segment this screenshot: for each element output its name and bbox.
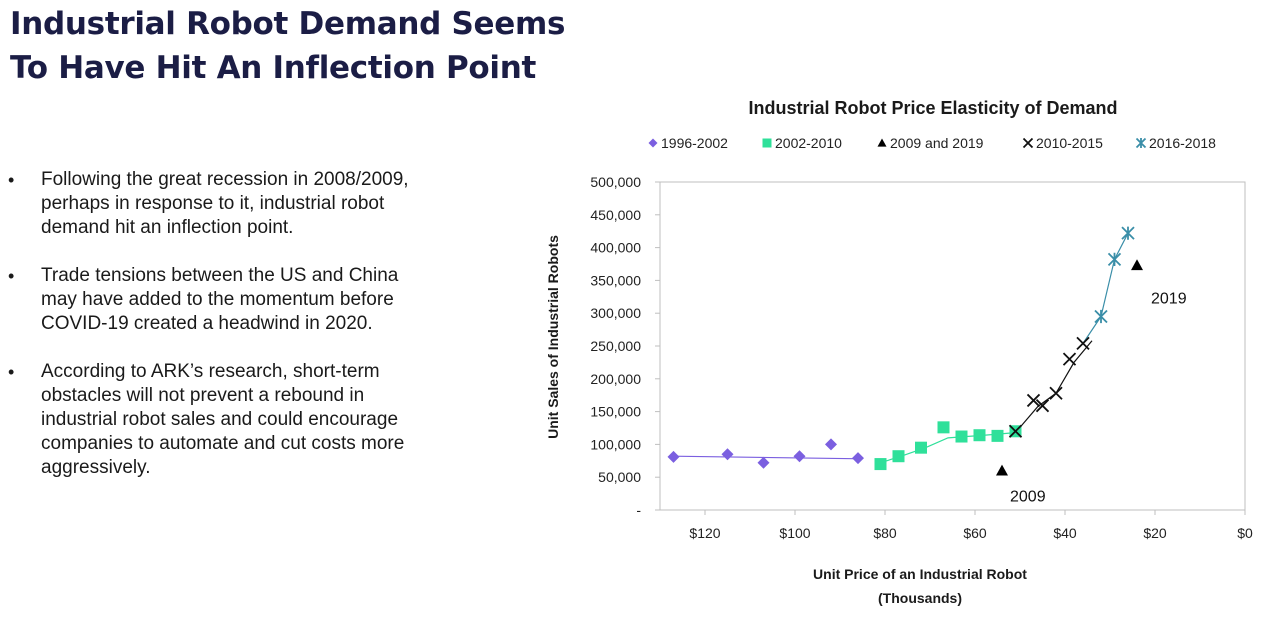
data-point-2010-2015 (1049, 386, 1063, 400)
annotation-2009: 2009 (1010, 489, 1046, 506)
bullet-item: • Trade tensions between the US and China… (8, 264, 478, 336)
bullet-text-line: aggressively. (41, 457, 151, 478)
data-point-2009 and 2019 (996, 464, 1008, 476)
y-axis-title: Unit Sales of Industrial Robots (545, 235, 561, 439)
data-point-1996-2002 (757, 456, 770, 469)
data-point-1996-2002 (825, 438, 837, 451)
trend-line-1996-2002 (673, 455, 863, 460)
y-tick-label: 200,000 (590, 371, 641, 387)
y-tick-label: 350,000 (590, 272, 641, 288)
y-tick-label: 400,000 (590, 240, 641, 256)
data-point-1996-2002 (721, 448, 734, 461)
bullet-text-line: may have added to the momentum before (41, 289, 394, 310)
x-tick-label: $100 (779, 525, 810, 541)
bullet-text-line: companies to automate and cut costs more (41, 433, 405, 454)
data-point-2010-2015 (1026, 393, 1041, 408)
data-point-2009 and 2019 (1131, 259, 1143, 271)
x-tick-label: $20 (1143, 525, 1167, 541)
data-point-2002-2010 (874, 458, 887, 471)
annotation-2019: 2019 (1151, 290, 1187, 307)
legend-label: 2009 and 2019 (890, 135, 984, 151)
page-title-line-1: Industrial Robot Demand Seems (10, 6, 566, 42)
x-tick-label: $80 (873, 525, 897, 541)
bullet-text-line: industrial robot sales and could encoura… (41, 409, 399, 430)
y-tick-label: 50,000 (598, 469, 641, 485)
legend-marker-2016-2018 (1135, 137, 1147, 149)
bullet-text-line: Trade tensions between the US and China (41, 265, 399, 286)
legend-label: 2002-2010 (775, 135, 842, 151)
legend-marker-2009 and 2019 (877, 138, 887, 147)
x-tick-label: $40 (1053, 525, 1077, 541)
data-point-2016-2018 (1094, 309, 1108, 324)
data-point-1996-2002 (793, 450, 806, 463)
x-tick-label: $0 (1237, 525, 1253, 541)
data-point-2002-2010 (915, 441, 927, 454)
y-tick-label: 300,000 (590, 305, 641, 321)
data-point-2002-2010 (955, 430, 968, 443)
chart-title: Industrial Robot Price Elasticity of Dem… (748, 98, 1117, 118)
data-point-2016-2018 (1121, 226, 1135, 240)
legend-marker-1996-2002 (648, 138, 658, 148)
y-tick-label: 250,000 (590, 338, 641, 354)
data-point-1996-2002 (852, 452, 864, 465)
bullet-marker: • (8, 362, 15, 382)
data-point-2002-2010 (991, 429, 1004, 442)
bullet-text-line: COVID-19 created a headwind in 2020. (41, 313, 373, 334)
legend-label: 1996-2002 (661, 135, 728, 151)
data-point-2010-2015 (1035, 399, 1050, 413)
y-tick-label: 100,000 (590, 436, 641, 452)
x-axis-title-line-2: (Thousands) (878, 590, 962, 606)
legend-marker-2002-2010 (762, 138, 772, 148)
x-axis-title: Unit Price of an Industrial Robot (813, 566, 1027, 582)
trend-line-2010-2015 (1015, 340, 1093, 433)
y-tick-label: 450,000 (590, 207, 641, 223)
data-point-2010-2015 (1062, 352, 1077, 366)
y-tick-label: 150,000 (590, 404, 641, 420)
page-title-line-2: To Have Hit An Inflection Point (10, 50, 536, 86)
bullet-text-line: obstacles will not prevent a rebound in (41, 385, 365, 406)
bullet-item: • According to ARK’s research, short-term… (8, 360, 478, 480)
data-point-2002-2010 (973, 429, 986, 442)
data-point-2002-2010 (892, 450, 905, 463)
bullet-item: • Following the great recession in 2008/2… (8, 168, 478, 240)
data-point-1996-2002 (667, 450, 680, 463)
bullet-list: • Following the great recession in 2008/2… (8, 168, 478, 504)
y-tick-label: - (636, 502, 641, 518)
data-point-2010-2015 (1076, 336, 1090, 351)
legend-label: 2010-2015 (1036, 135, 1103, 151)
plot-area (659, 181, 1246, 511)
legend-label: 2016-2018 (1149, 135, 1216, 151)
bullet-text-line: According to ARK’s research, short-term (41, 361, 380, 382)
data-point-2002-2010 (937, 421, 950, 434)
page-title: Industrial Robot Demand Seems To Have Hi… (10, 2, 565, 90)
bullet-marker: • (8, 266, 15, 286)
bullet-text-line: demand hit an inflection point. (41, 217, 294, 238)
x-tick-label: $120 (689, 525, 720, 541)
y-tick-label: 500,000 (590, 174, 641, 190)
legend-marker-2010-2015 (1022, 137, 1034, 149)
trend-line-2016-2018 (1082, 232, 1129, 344)
data-point-2016-2018 (1107, 252, 1122, 267)
bullet-marker: • (8, 170, 15, 190)
data-point-2010-2015 (1008, 424, 1023, 438)
bullet-text-line: perhaps in response to it, industrial ro… (41, 193, 385, 214)
x-tick-label: $60 (963, 525, 987, 541)
bullet-text-line: Following the great recession in 2008/20… (41, 169, 409, 190)
